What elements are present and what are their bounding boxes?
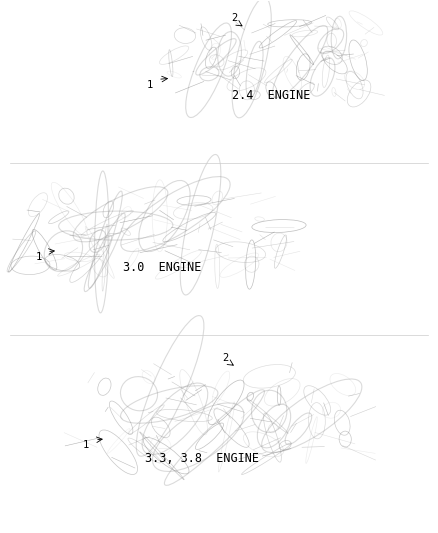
Text: 2: 2 (231, 13, 237, 23)
Text: 1: 1 (146, 79, 152, 90)
Text: 1: 1 (83, 440, 89, 450)
Text: 2: 2 (223, 353, 229, 362)
Text: 3.0  ENGINE: 3.0 ENGINE (123, 261, 201, 274)
Text: 1: 1 (35, 252, 42, 262)
Text: 3.3, 3.8  ENGINE: 3.3, 3.8 ENGINE (145, 452, 258, 465)
Text: 2.4  ENGINE: 2.4 ENGINE (232, 89, 311, 102)
